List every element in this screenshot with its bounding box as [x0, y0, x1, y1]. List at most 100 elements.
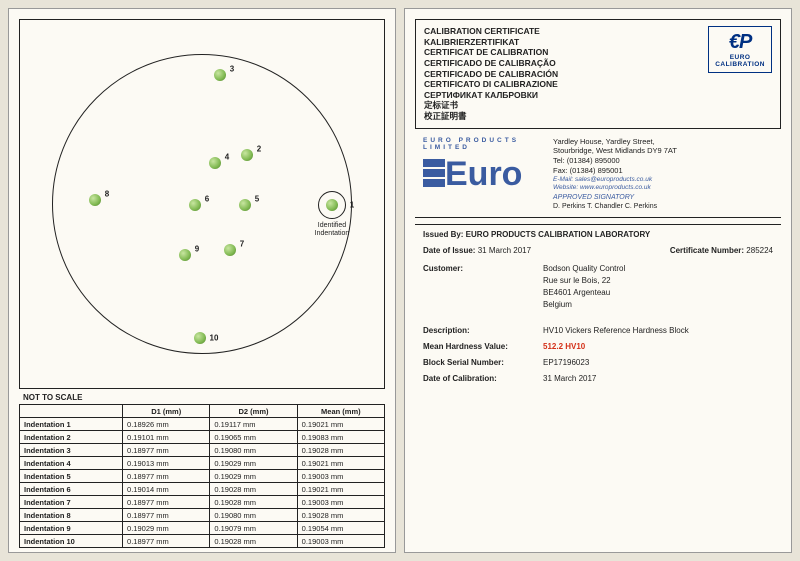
table-cell: 0.19101 mm: [123, 431, 210, 444]
indentation-dot-9: [179, 249, 191, 261]
table-cell: 0.19028 mm: [210, 535, 297, 548]
indentation-dot-label-5: 5: [255, 195, 259, 204]
table-cell: Indentation 9: [20, 522, 123, 535]
table-row: Indentation 100.18977 mm0.19028 mm0.1900…: [20, 535, 385, 548]
table-cell: 0.19003 mm: [297, 470, 384, 483]
ep-mark: €P: [715, 31, 765, 54]
addr-email: E-Mail: sales@europroducts.co.uk: [553, 176, 773, 184]
table-cell: 0.19013 mm: [123, 457, 210, 470]
table-cell: 0.19065 mm: [210, 431, 297, 444]
svg-text:Euro: Euro: [445, 155, 522, 191]
cert-title-line: CALIBRATION CERTIFICATE: [424, 26, 558, 37]
indentation-dot-label-1: 1: [350, 201, 354, 210]
customer-value: Bodson Quality ControlRue sur le Bois, 2…: [543, 263, 773, 311]
table-cell: 0.18977 mm: [123, 470, 210, 483]
table-cell: 0.19079 mm: [210, 522, 297, 535]
table-cell: Indentation 4: [20, 457, 123, 470]
certificate-info: Issued By: EURO PRODUCTS CALIBRATION LAB…: [415, 224, 781, 393]
addr-fax: Fax: (01384) 895001: [553, 166, 773, 176]
signatories: D. Perkins T. Chandler C. Perkins: [553, 202, 773, 211]
date-issue-label: Date of Issue:: [423, 246, 475, 255]
cert-no-value: 285224: [746, 246, 773, 255]
table-cell: 0.19054 mm: [297, 522, 384, 535]
table-header: D2 (mm): [210, 405, 297, 418]
right-page: CALIBRATION CERTIFICATEKALIBRIERZERTIFIK…: [404, 8, 792, 553]
table-row: Indentation 60.19014 mm0.19028 mm0.19021…: [20, 483, 385, 496]
indentation-dot-5: [239, 199, 251, 211]
indentation-dot-8: [89, 194, 101, 206]
certificate-header: CALIBRATION CERTIFICATEKALIBRIERZERTIFIK…: [415, 19, 781, 129]
table-cell: 0.18977 mm: [123, 444, 210, 457]
addr-line2: Stourbridge, West Midlands DY9 7AT: [553, 146, 773, 156]
approved-signatory-label: APPROVED SIGNATORY: [553, 193, 773, 202]
date-issue-value: 31 March 2017: [478, 246, 531, 255]
company-address: Yardley House, Yardley Street, Stourbrid…: [553, 137, 773, 211]
table-header: Mean (mm): [297, 405, 384, 418]
identified-label: Identified Indentation: [315, 222, 350, 237]
table-row: Indentation 70.18977 mm0.19028 mm0.19003…: [20, 496, 385, 509]
addr-tel: Tel: (01384) 895000: [553, 156, 773, 166]
description-value: HV10 Vickers Reference Hardness Block: [543, 325, 773, 337]
table-cell: 0.19028 mm: [210, 496, 297, 509]
table-cell: Indentation 5: [20, 470, 123, 483]
table-cell: 0.19029 mm: [210, 457, 297, 470]
table-cell: 0.18977 mm: [123, 535, 210, 548]
cert-title-line: CERTIFICATO DI CALIBRAZIONE: [424, 79, 558, 90]
cert-title-line: KALIBRIERZERTIFIKAT: [424, 37, 558, 48]
cert-title-line: СЕРТИФИКАT КАЛБРОВКИ: [424, 90, 558, 101]
table-cell: Indentation 10: [20, 535, 123, 548]
euro-calibration-logo: €P EURO CALIBRATION: [708, 26, 772, 73]
table-cell: 0.19028 mm: [297, 444, 384, 457]
table-row: Indentation 20.19101 mm0.19065 mm0.19083…: [20, 431, 385, 444]
table-cell: 0.19021 mm: [297, 483, 384, 496]
customer-line: Rue sur le Bois, 22: [543, 275, 773, 287]
company-slogan: EURO PRODUCTS LIMITED: [423, 137, 543, 151]
company-band: EURO PRODUCTS LIMITED Euro Yardley House…: [415, 133, 781, 218]
ep-subtext: EURO CALIBRATION: [715, 54, 765, 68]
indentation-dot-6: [189, 199, 201, 211]
cal-date-value: 31 March 2017: [543, 373, 773, 385]
cert-title-line: 定标证书: [424, 100, 558, 111]
table-cell: Indentation 6: [20, 483, 123, 496]
table-cell: Indentation 8: [20, 509, 123, 522]
table-cell: 0.18977 mm: [123, 509, 210, 522]
table-cell: 0.18977 mm: [123, 496, 210, 509]
table-cell: 0.19080 mm: [210, 444, 297, 457]
indentation-dot-label-3: 3: [230, 65, 234, 74]
table-header: [20, 405, 123, 418]
indentation-dot-3: [214, 69, 226, 81]
table-cell: 0.19021 mm: [297, 457, 384, 470]
table-cell: Indentation 1: [20, 418, 123, 431]
customer-label: Customer:: [423, 263, 543, 311]
table-cell: 0.19028 mm: [210, 483, 297, 496]
indentation-dot-label-2: 2: [257, 145, 261, 154]
table-row: Indentation 50.18977 mm0.19029 mm0.19003…: [20, 470, 385, 483]
serial-value: EP17196023: [543, 357, 773, 369]
table-cell: 0.19080 mm: [210, 509, 297, 522]
addr-line1: Yardley House, Yardley Street,: [553, 137, 773, 147]
not-to-scale-label: NOT TO SCALE: [23, 393, 385, 402]
table-cell: 0.19028 mm: [297, 509, 384, 522]
customer-line: BE4601 Argenteau: [543, 287, 773, 299]
table-cell: 0.19021 mm: [297, 418, 384, 431]
indentation-dot-10: [194, 332, 206, 344]
cert-title-line: CERTIFICADO DE CALIBRACIÓN: [424, 69, 558, 80]
table-cell: 0.19117 mm: [210, 418, 297, 431]
indentation-dot-label-10: 10: [210, 334, 219, 343]
addr-web: Website: www.europroducts.co.uk: [553, 184, 773, 192]
left-page: 12345678910 Identified Indentation NOT T…: [8, 8, 396, 553]
cert-no-label: Certificate Number:: [670, 246, 744, 255]
indentation-dot-4: [209, 157, 221, 169]
indentation-dot-label-6: 6: [205, 195, 209, 204]
mean-hardness-value: 512.2 HV10: [543, 341, 773, 353]
cert-title-line: CERTIFICADO DE CALIBRAÇÃO: [424, 58, 558, 69]
issued-by: Issued By: EURO PRODUCTS CALIBRATION LAB…: [423, 229, 773, 241]
table-row: Indentation 80.18977 mm0.19080 mm0.19028…: [20, 509, 385, 522]
customer-line: Bodson Quality Control: [543, 263, 773, 275]
table-row: Indentation 90.19029 mm0.19079 mm0.19054…: [20, 522, 385, 535]
certificate-titles: CALIBRATION CERTIFICATEKALIBRIERZERTIFIK…: [424, 26, 558, 122]
table-row: Indentation 40.19013 mm0.19029 mm0.19021…: [20, 457, 385, 470]
mean-hardness-label: Mean Hardness Value:: [423, 341, 543, 353]
cert-title-line: CERTIFICAT DE CALIBRATION: [424, 47, 558, 58]
table-cell: 0.19029 mm: [123, 522, 210, 535]
